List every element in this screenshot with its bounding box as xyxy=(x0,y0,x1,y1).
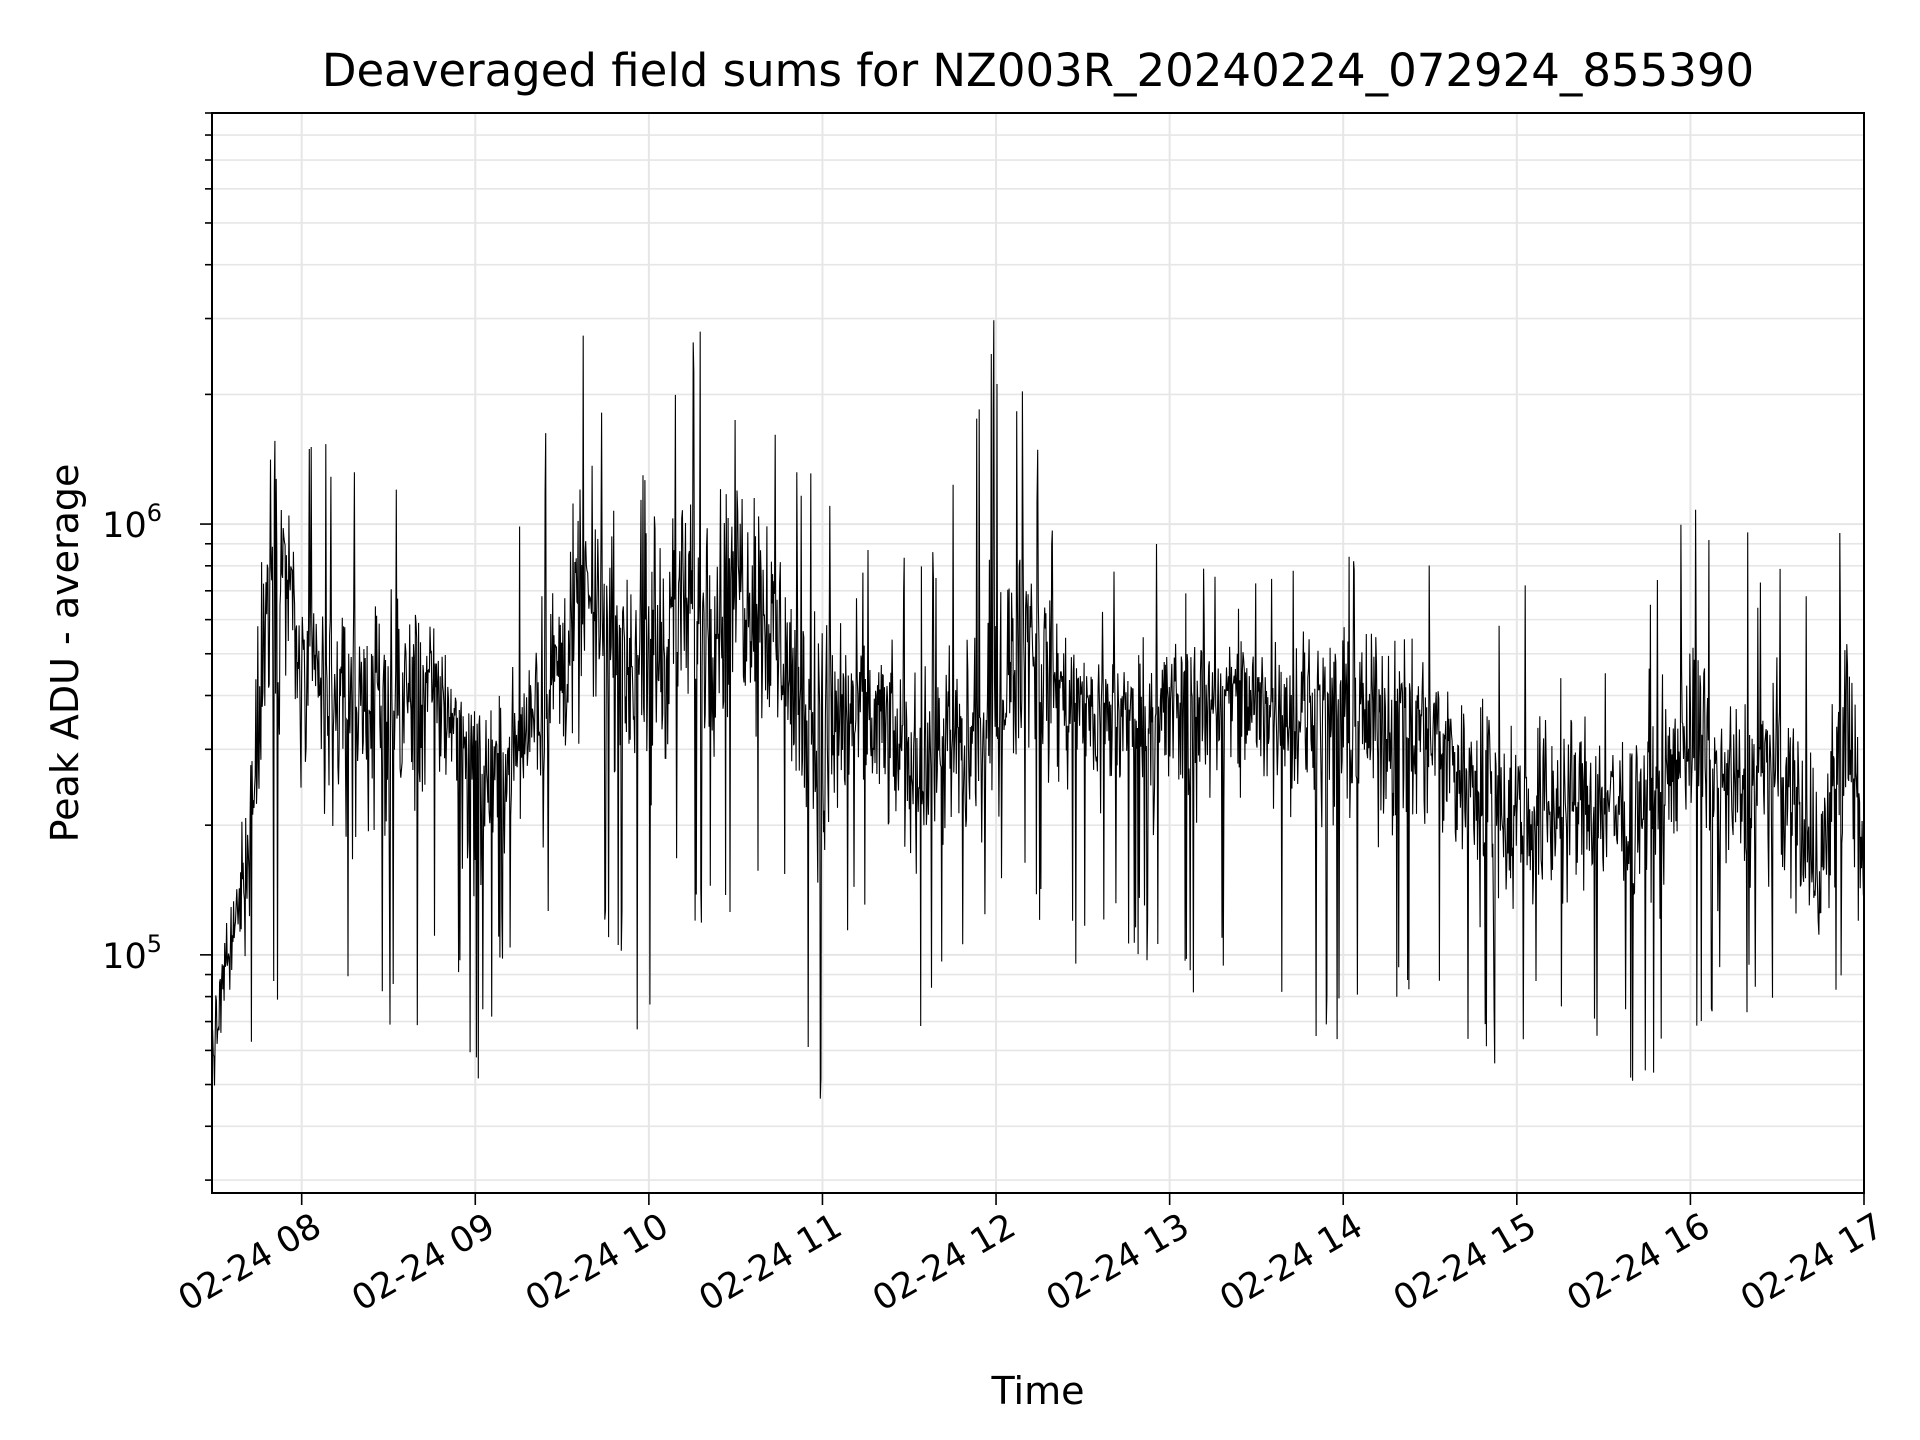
x-tick-label: 02-24 09 xyxy=(345,1206,501,1319)
y-tick-base: 10 xyxy=(102,937,147,977)
chart-title: Deaveraged field sums for NZ003R_2024022… xyxy=(322,44,1754,97)
x-tick-label: 02-24 08 xyxy=(172,1206,328,1319)
x-tick-label: 02-24 12 xyxy=(866,1206,1022,1319)
grid-lines xyxy=(212,112,1865,1193)
series-line xyxy=(211,320,1865,1099)
x-tick-label: 02-24 14 xyxy=(1213,1206,1369,1319)
x-axis-label: Time xyxy=(991,1369,1085,1413)
x-tick-label: 02-24 11 xyxy=(693,1206,849,1319)
y-axis-label: Peak ADU - average xyxy=(43,464,87,843)
x-axis-ticks: 02-24 08 02-24 09 02-24 10 02-24 11 02-24 12… xyxy=(172,1193,1891,1319)
y-tick-exponent: 6 xyxy=(147,499,162,527)
y-tick-base: 10 xyxy=(102,506,147,546)
x-tick-label: 02-24 15 xyxy=(1387,1206,1543,1319)
x-tick-label: 02-24 13 xyxy=(1040,1206,1196,1319)
y-tick-label: 106 xyxy=(102,499,162,546)
x-tick-label: 02-24 17 xyxy=(1734,1206,1890,1319)
x-tick-label: 02-24 10 xyxy=(519,1206,675,1319)
x-tick-label: 02-24 16 xyxy=(1561,1206,1717,1319)
y-tick-exponent: 5 xyxy=(147,930,162,958)
y-tick-label: 105 xyxy=(102,930,162,977)
